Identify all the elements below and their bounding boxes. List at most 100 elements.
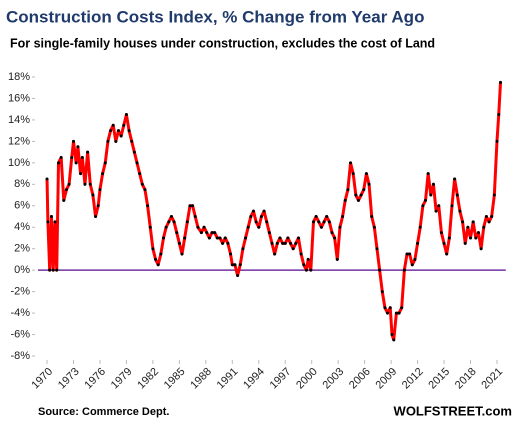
point bbox=[188, 204, 192, 208]
point bbox=[221, 241, 225, 245]
y-tick-label: -6% bbox=[10, 328, 30, 340]
point bbox=[86, 150, 90, 154]
point bbox=[67, 182, 71, 186]
point bbox=[402, 268, 406, 272]
point bbox=[453, 177, 457, 181]
x-tick-label: 1973 bbox=[56, 366, 82, 392]
point bbox=[356, 198, 360, 202]
point bbox=[400, 306, 404, 310]
point bbox=[375, 247, 379, 251]
y-tick-label: 0% bbox=[14, 264, 30, 276]
point bbox=[251, 209, 255, 213]
point bbox=[343, 198, 347, 202]
point bbox=[191, 204, 195, 208]
point bbox=[390, 333, 394, 337]
point bbox=[338, 225, 342, 229]
x-tick-label: 1991 bbox=[215, 366, 241, 392]
point bbox=[226, 241, 230, 245]
point bbox=[299, 252, 303, 256]
y-tick-label: 8% bbox=[14, 178, 30, 190]
x-tick-label: 2000 bbox=[294, 366, 320, 392]
point bbox=[296, 236, 300, 240]
point bbox=[62, 198, 66, 202]
point bbox=[273, 252, 277, 256]
point bbox=[148, 225, 152, 229]
x-tick-label: 2021 bbox=[479, 366, 505, 392]
source: Source: Commerce Dept. bbox=[38, 406, 169, 418]
point bbox=[370, 215, 374, 218]
point bbox=[116, 129, 120, 133]
x-tick-label: 2009 bbox=[373, 366, 399, 392]
x-tick-label: 2006 bbox=[347, 366, 373, 392]
point bbox=[479, 247, 483, 251]
point bbox=[354, 193, 358, 197]
point bbox=[96, 204, 100, 208]
point bbox=[302, 263, 306, 267]
point bbox=[103, 161, 107, 165]
y-tick-label: 18% bbox=[8, 71, 30, 83]
point bbox=[177, 241, 181, 245]
point bbox=[236, 274, 240, 278]
point bbox=[207, 236, 211, 240]
point bbox=[442, 241, 446, 245]
point bbox=[286, 236, 290, 240]
point bbox=[413, 257, 417, 261]
point bbox=[151, 247, 155, 251]
point bbox=[359, 193, 363, 197]
point bbox=[53, 220, 57, 224]
point bbox=[474, 236, 478, 240]
point bbox=[51, 268, 55, 272]
point bbox=[196, 225, 200, 229]
point bbox=[281, 241, 285, 245]
point bbox=[140, 182, 144, 186]
point bbox=[257, 225, 261, 229]
point bbox=[98, 188, 102, 192]
chart-title: Construction Costs Index, % Change from … bbox=[6, 7, 424, 26]
point bbox=[193, 215, 197, 218]
point bbox=[461, 220, 465, 224]
point bbox=[434, 209, 438, 213]
point bbox=[495, 139, 499, 143]
point bbox=[270, 241, 274, 245]
x-tick-label: 2015 bbox=[426, 366, 452, 392]
point bbox=[79, 172, 83, 176]
point bbox=[80, 155, 84, 159]
point bbox=[180, 252, 184, 256]
x-tick-label: 1976 bbox=[82, 366, 108, 392]
point bbox=[135, 161, 139, 165]
x-tick-label: 2018 bbox=[453, 366, 479, 392]
point bbox=[183, 236, 187, 240]
point bbox=[429, 193, 433, 197]
point bbox=[119, 134, 123, 138]
point bbox=[372, 225, 376, 229]
point bbox=[466, 225, 470, 229]
x-tick-label: 2003 bbox=[321, 366, 347, 392]
point bbox=[405, 252, 409, 256]
point bbox=[490, 215, 494, 218]
point bbox=[127, 129, 131, 133]
point bbox=[130, 139, 134, 143]
point bbox=[317, 220, 321, 224]
point bbox=[424, 198, 428, 202]
x-tick-label: 1994 bbox=[241, 366, 267, 392]
point bbox=[397, 311, 401, 315]
point bbox=[70, 155, 74, 159]
point bbox=[392, 338, 396, 342]
point bbox=[388, 306, 392, 310]
x-tick-label: 1985 bbox=[162, 366, 188, 392]
point bbox=[275, 241, 279, 245]
point bbox=[291, 247, 295, 251]
point bbox=[333, 236, 337, 240]
point bbox=[106, 139, 110, 143]
point bbox=[410, 263, 414, 267]
y-tick-label: 6% bbox=[14, 200, 30, 212]
point bbox=[471, 220, 475, 224]
y-tick-label: -2% bbox=[10, 286, 30, 298]
point bbox=[322, 220, 326, 224]
point bbox=[218, 236, 222, 240]
line bbox=[45, 82, 503, 342]
point bbox=[254, 220, 258, 224]
point bbox=[223, 236, 227, 240]
point bbox=[426, 172, 430, 176]
point bbox=[278, 236, 282, 240]
